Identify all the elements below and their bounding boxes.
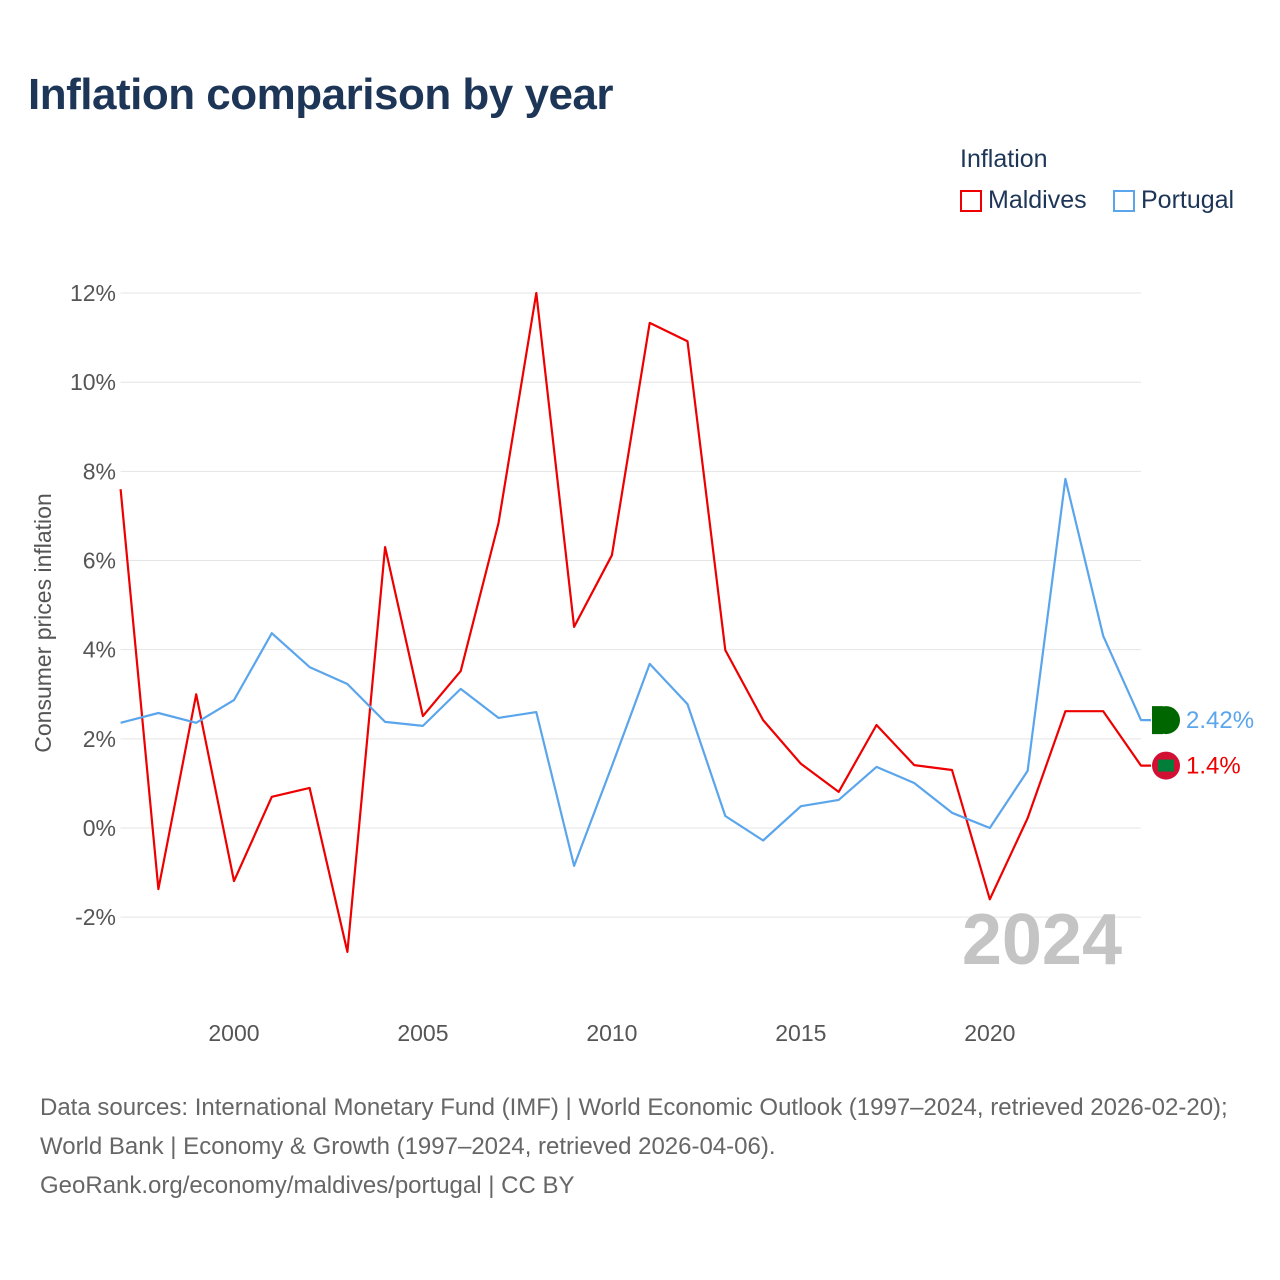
data-point — [912, 763, 917, 768]
data-point — [685, 702, 690, 707]
x-tick-label: 2005 — [397, 1020, 448, 1046]
data-point — [231, 698, 236, 703]
data-point — [1025, 816, 1030, 821]
data-point — [1063, 709, 1068, 714]
data-point — [194, 720, 199, 725]
data-point — [950, 810, 955, 815]
data-point — [761, 838, 766, 843]
data-point — [1139, 718, 1144, 723]
data-point — [383, 719, 388, 724]
end-value-label: 2.42% — [1186, 707, 1254, 734]
data-point — [798, 804, 803, 809]
flag-detail — [1152, 706, 1163, 735]
data-point — [458, 669, 463, 674]
source-note: Data sources: International Monetary Fun… — [40, 1088, 1250, 1205]
data-point — [118, 487, 123, 492]
data-point — [156, 887, 161, 892]
data-point — [420, 714, 425, 719]
current-year-label: 2024 — [962, 900, 1122, 980]
data-point — [118, 720, 123, 725]
data-point — [496, 715, 501, 720]
data-point — [420, 723, 425, 728]
data-point — [950, 768, 955, 773]
data-point — [609, 553, 614, 558]
series-line-maldives — [119, 291, 1151, 954]
x-tick-label: 2015 — [775, 1020, 826, 1046]
data-point — [798, 761, 803, 766]
y-tick-label: 12% — [70, 280, 116, 306]
data-point — [761, 718, 766, 723]
data-point — [269, 631, 274, 636]
y-tick-label: 0% — [83, 815, 116, 841]
data-point — [987, 826, 992, 831]
data-point — [496, 521, 501, 526]
legend-item-maldives[interactable]: Maldives — [960, 186, 1087, 215]
legend-title: Inflation — [960, 145, 1048, 173]
data-point — [1101, 633, 1106, 638]
data-point — [836, 797, 841, 802]
source-link[interactable]: GeoRank.org/economy/maldives/portugal | … — [40, 1172, 575, 1199]
data-point — [987, 897, 992, 902]
data-point — [156, 710, 161, 715]
data-point — [836, 789, 841, 794]
data-point — [1025, 768, 1030, 773]
y-tick-label: 2% — [83, 726, 116, 752]
data-point — [685, 339, 690, 344]
data-point — [647, 661, 652, 666]
chart-title: Inflation comparison by year — [28, 70, 614, 119]
y-tick-label: 4% — [83, 637, 116, 663]
data-point — [231, 879, 236, 884]
data-point — [647, 320, 652, 325]
data-point — [345, 949, 350, 954]
y-tick-label: -2% — [75, 904, 116, 930]
data-point — [1139, 763, 1144, 768]
y-tick-label: 10% — [70, 369, 116, 395]
data-point — [534, 291, 539, 296]
data-point — [307, 665, 312, 670]
x-tick-label: 2000 — [208, 1020, 259, 1046]
data-point — [1063, 476, 1068, 481]
data-point — [307, 785, 312, 790]
legend-label: Maldives — [988, 186, 1087, 214]
data-point — [874, 764, 879, 769]
data-point — [572, 863, 577, 868]
data-point — [723, 813, 728, 818]
data-point — [534, 710, 539, 715]
legend-label: Portugal — [1141, 186, 1235, 214]
data-point — [609, 764, 614, 769]
y-tick-label: 8% — [83, 458, 116, 484]
series-line-portugal — [120, 477, 1151, 868]
y-axis-label: Consumer prices inflation — [30, 493, 56, 753]
data-point — [458, 686, 463, 691]
data-point — [912, 780, 917, 785]
data-point — [345, 682, 350, 687]
data-point — [572, 624, 577, 629]
legend-swatch — [960, 189, 982, 212]
data-point — [723, 648, 728, 653]
x-tick-label: 2010 — [586, 1020, 637, 1046]
source-text: Data sources: International Monetary Fun… — [40, 1094, 1228, 1160]
data-point — [874, 723, 879, 728]
legend-swatch — [1113, 189, 1135, 212]
flag-detail — [1158, 759, 1174, 772]
end-value-label: 1.4% — [1186, 753, 1241, 780]
data-point — [194, 692, 199, 697]
legend-item-portugal[interactable]: Portugal — [1113, 186, 1234, 215]
data-point — [383, 545, 388, 550]
data-point — [1101, 709, 1106, 714]
x-tick-label: 2020 — [964, 1020, 1015, 1046]
y-tick-label: 6% — [83, 548, 116, 574]
data-point — [269, 794, 274, 799]
